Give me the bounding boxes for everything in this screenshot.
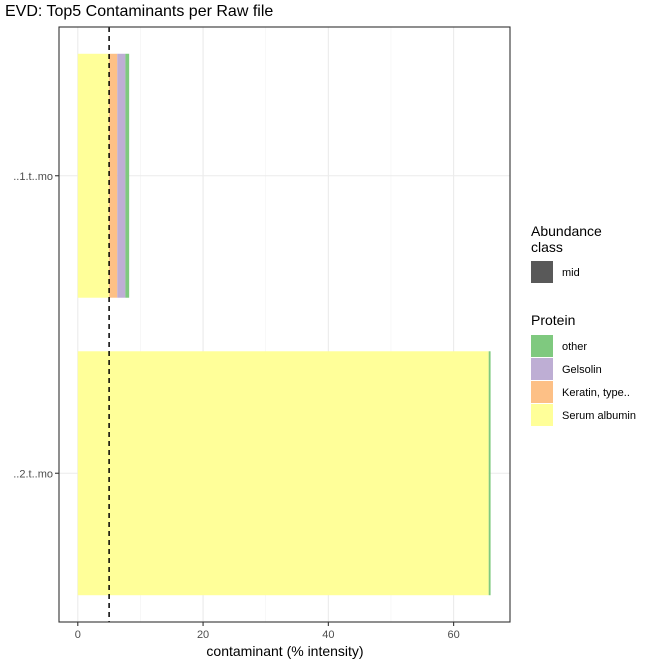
x-tick-label: 0 xyxy=(75,629,81,641)
legend-key xyxy=(531,404,553,426)
legend-key xyxy=(531,358,553,380)
bar-segment xyxy=(77,53,110,298)
y-tick-label: ..2.t..mo xyxy=(13,468,53,480)
x-tick-label: 40 xyxy=(322,629,334,641)
legend-label: Keratin, type.. xyxy=(562,387,630,399)
x-axis-title: contaminant (% intensity) xyxy=(206,643,363,659)
legend-label: Serum albumin xyxy=(562,410,636,422)
legend-label: other xyxy=(562,341,587,353)
legend-title-abundance: class xyxy=(531,239,563,255)
legend-label: mid xyxy=(562,267,580,279)
legend-key xyxy=(531,381,553,403)
panel-border xyxy=(58,26,511,623)
legend-label: Gelsolin xyxy=(562,364,602,376)
legend-title-protein: Protein xyxy=(531,312,575,328)
x-tick-label: 60 xyxy=(448,629,460,641)
bar-segment xyxy=(77,351,489,596)
y-axis: ..1.t..mo ..2.t..mo xyxy=(13,171,59,480)
bar-segment xyxy=(488,351,491,596)
x-axis: 0 20 40 60 xyxy=(75,622,460,641)
legend-key xyxy=(531,261,553,283)
legend-title-abundance: Abundance xyxy=(531,223,602,239)
bar-segment xyxy=(125,53,130,298)
legend-key xyxy=(531,335,553,357)
bar-segment xyxy=(117,53,126,298)
plot-panel xyxy=(58,26,511,623)
chart-title: EVD: Top5 Contaminants per Raw file xyxy=(5,3,273,20)
bar-segment xyxy=(109,53,118,298)
y-tick-label: ..1.t..mo xyxy=(13,171,53,183)
x-tick-label: 20 xyxy=(197,629,209,641)
